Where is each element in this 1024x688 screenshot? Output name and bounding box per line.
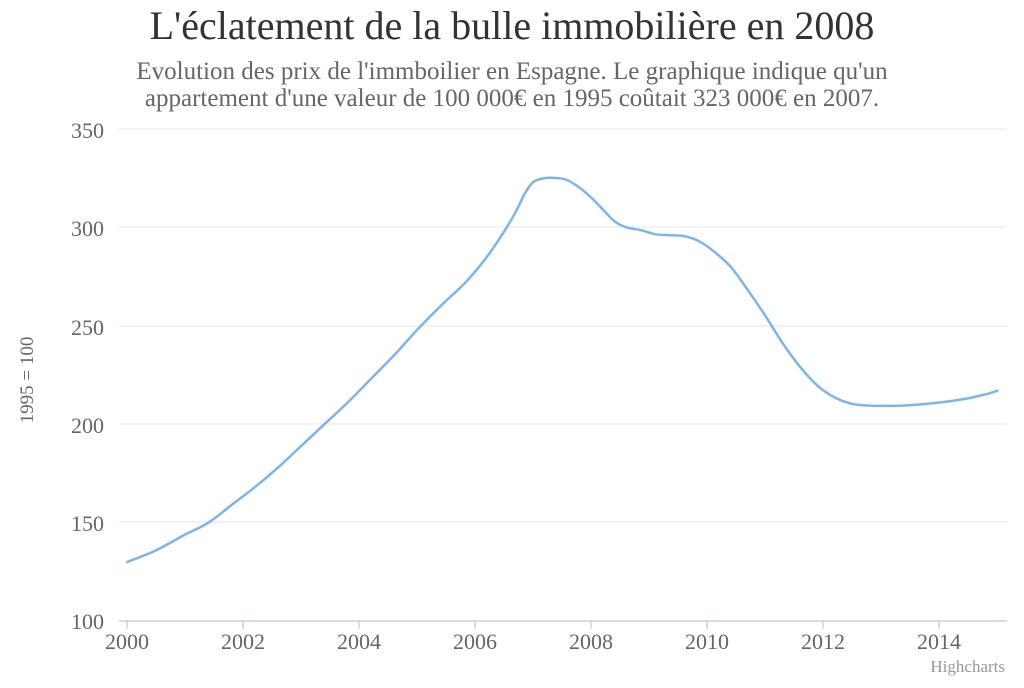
- svg-text:2000: 2000: [105, 629, 149, 654]
- svg-text:1995 = 100: 1995 = 100: [17, 337, 38, 424]
- svg-text:2004: 2004: [337, 629, 381, 654]
- svg-text:250: 250: [71, 315, 104, 340]
- svg-text:2012: 2012: [801, 629, 845, 654]
- svg-text:2014: 2014: [917, 629, 961, 654]
- svg-text:2010: 2010: [685, 629, 729, 654]
- svg-text:2002: 2002: [221, 629, 265, 654]
- svg-text:100: 100: [71, 609, 104, 634]
- svg-text:2008: 2008: [569, 629, 613, 654]
- svg-text:2006: 2006: [453, 629, 497, 654]
- svg-text:150: 150: [71, 511, 104, 536]
- svg-text:200: 200: [71, 413, 104, 438]
- svg-text:350: 350: [71, 118, 104, 143]
- svg-text:300: 300: [71, 216, 104, 241]
